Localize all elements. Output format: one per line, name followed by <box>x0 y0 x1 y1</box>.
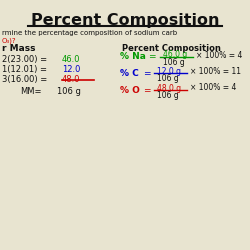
Text: rmine the percentage composition of sodium carb: rmine the percentage composition of sodi… <box>2 30 177 36</box>
Text: Percent Composition: Percent Composition <box>122 44 221 53</box>
Text: % O: % O <box>120 86 140 95</box>
Text: 106 g: 106 g <box>157 91 179 100</box>
Text: 12.0 g: 12.0 g <box>157 67 181 76</box>
Text: 2(23.00) =: 2(23.00) = <box>2 55 50 64</box>
Text: O₃)?: O₃)? <box>2 37 16 44</box>
Text: 48.0 g: 48.0 g <box>157 84 181 93</box>
Text: × 100% = 11: × 100% = 11 <box>190 66 241 76</box>
Text: 3(16.00) =: 3(16.00) = <box>2 75 50 84</box>
Text: 106 g: 106 g <box>157 74 179 83</box>
Text: Percent Composition: Percent Composition <box>31 13 219 28</box>
Text: × 100% = 4: × 100% = 4 <box>190 84 236 92</box>
Text: 1(12.01) =: 1(12.01) = <box>2 65 52 74</box>
Text: 46.0 g: 46.0 g <box>163 50 187 59</box>
Text: 12.0: 12.0 <box>62 65 80 74</box>
Text: % C: % C <box>120 69 139 78</box>
Text: 46.0: 46.0 <box>62 55 80 64</box>
Text: % Na: % Na <box>120 52 146 61</box>
Text: =: = <box>143 86 150 95</box>
Text: =: = <box>143 69 150 78</box>
Text: 106 g: 106 g <box>163 58 185 67</box>
Text: =: = <box>148 52 156 61</box>
Text: MM=: MM= <box>20 87 42 96</box>
Text: 48.0: 48.0 <box>62 75 80 84</box>
Text: r Mass: r Mass <box>2 44 35 53</box>
Text: 106 g: 106 g <box>57 87 81 96</box>
Text: × 100% = 4: × 100% = 4 <box>196 50 242 59</box>
